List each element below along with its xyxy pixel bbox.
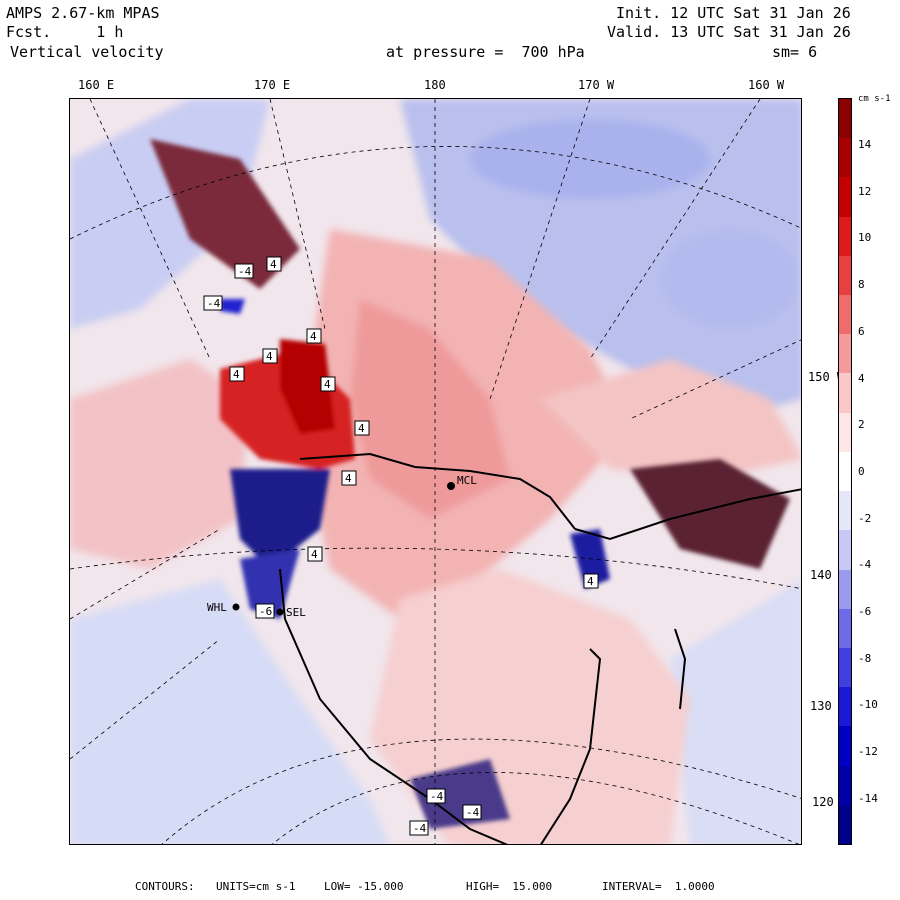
colorbar-segment: [839, 451, 851, 492]
colorbar-label: 10: [858, 231, 872, 245]
station-mcl: MCL: [457, 474, 477, 487]
colorbar-label: -14: [858, 791, 878, 805]
colorbar-segment: [839, 412, 851, 453]
lat-label-130: 130: [810, 699, 832, 713]
colorbar-label: 0: [858, 464, 865, 478]
colorbar-label: 4: [858, 371, 865, 385]
valid-time: Valid. 13 UTC Sat 31 Jan 26: [607, 23, 851, 41]
contour-label: 4: [233, 368, 240, 381]
footer-high: HIGH= 15.000: [466, 880, 553, 893]
station-sel: SEL: [286, 606, 306, 619]
station-markers: [232, 482, 455, 616]
colorbar-segment: [839, 255, 851, 296]
colorbar-label: -6: [858, 605, 872, 618]
colorbar-segment: [839, 530, 851, 571]
ascent-regions: [70, 229, 801, 844]
colorbar-label: -12: [858, 745, 878, 759]
colorbar-segment: [839, 804, 851, 845]
colorbar-label: -4: [858, 558, 872, 572]
convective-band: [150, 139, 790, 829]
colorbar-segment: [839, 373, 851, 414]
contour-label: 4: [310, 330, 317, 343]
coastline: [279, 452, 801, 844]
colorbar-segment: [839, 608, 851, 649]
smoothing-value: sm= 6: [772, 43, 818, 61]
colorbar-label: 2: [858, 418, 865, 432]
vertical-velocity-map: MCL WHL SEL -4 4 -4 4 4 4 4 4 4 4 -6: [69, 98, 802, 845]
lon-label-170e: 170 E: [254, 78, 291, 92]
colorbar-segment: [839, 491, 851, 531]
contour-label: 4: [270, 258, 277, 271]
lon-label-160w: 160 W: [748, 78, 785, 92]
colorbar-segment: [839, 295, 851, 335]
colorbar-label: -8: [858, 651, 872, 665]
colorbar-segment: [839, 687, 851, 727]
lat-label-120: 120: [812, 795, 834, 809]
contour-label: -4: [430, 790, 444, 803]
contour-label: -4: [207, 297, 221, 310]
station-whl: WHL: [207, 601, 227, 614]
colorbar-segment: [839, 765, 851, 806]
forecast-hour: Fcst. 1 h: [6, 23, 124, 41]
contour-label: -4: [238, 265, 252, 278]
footer-units: UNITS=cm s-1: [216, 880, 296, 893]
colorbar-label: -10: [858, 698, 878, 712]
model-title: AMPS 2.67-km MPAS: [6, 4, 160, 22]
colorbar-segment: [839, 647, 851, 688]
colorbar-segment: [839, 177, 851, 218]
contour-label: 4: [358, 422, 365, 435]
lon-label-180: 180: [424, 78, 446, 92]
contour-label: -4: [466, 806, 480, 819]
contour-label: 4: [324, 378, 331, 391]
contour-labels: -4 4 -4 4 4 4 4 4 4 4 -6 4 -4 -: [203, 256, 599, 836]
colorbar-segment: [839, 138, 851, 178]
contour-label: -6: [259, 605, 272, 618]
colorbar-label: 12: [858, 184, 872, 198]
colorbar-segment: [839, 334, 851, 374]
footer-contours: CONTOURS:: [135, 880, 195, 893]
lon-label-160e: 160 E: [78, 78, 115, 92]
colorbar: [838, 98, 852, 845]
colorbar-label: 14: [858, 138, 872, 151]
lon-label-170w: 170 W: [578, 78, 615, 92]
field-name: Vertical velocity: [10, 43, 164, 61]
contour-label: 4: [345, 472, 352, 485]
pressure-level: at pressure = 700 hPa: [386, 43, 585, 61]
colorbar-segment: [839, 726, 851, 767]
contour-label: 4: [587, 575, 594, 588]
colorbar-label: 8: [858, 278, 865, 292]
contour-label: -4: [413, 822, 427, 835]
footer-low: LOW= -15.000: [324, 880, 404, 893]
descent-regions: [70, 99, 801, 844]
contour-label: 4: [266, 350, 273, 363]
init-time: Init. 12 UTC Sat 31 Jan 26: [616, 4, 851, 22]
colorbar-segment: [839, 569, 851, 610]
graticule: [70, 99, 801, 844]
colorbar-label: -2: [858, 511, 872, 525]
colorbar-label: 6: [858, 324, 865, 338]
contour-label: 4: [311, 548, 318, 561]
colorbar-segment: [839, 216, 851, 257]
colorbar-segment: [839, 99, 851, 139]
colorbar-units: cm s-1: [858, 94, 891, 104]
footer-interval: INTERVAL= 1.0000: [602, 880, 715, 893]
